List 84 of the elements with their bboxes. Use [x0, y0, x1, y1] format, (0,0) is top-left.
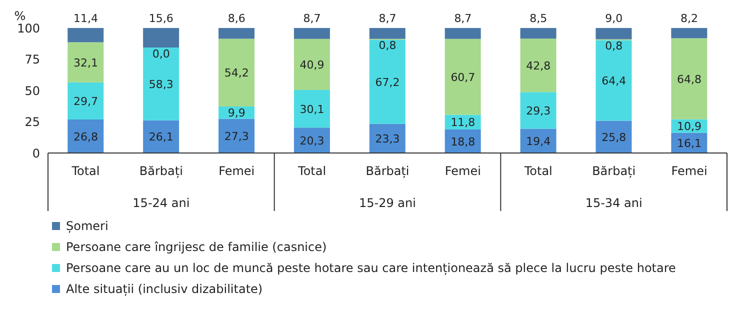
- x-tick-label: Bărbați: [139, 164, 183, 178]
- data-label: 23,3: [375, 132, 400, 146]
- data-label: 60,7: [450, 70, 476, 84]
- bar: [520, 28, 556, 39]
- y-tick-label: 75: [24, 52, 40, 67]
- data-label: 20,3: [300, 134, 324, 148]
- bar: [294, 38, 330, 90]
- data-label: 29,3: [526, 104, 551, 118]
- bar: [143, 28, 180, 48]
- data-label: 11,8: [450, 116, 476, 130]
- bar: [369, 124, 406, 153]
- x-tick-label: Femei: [671, 164, 708, 178]
- data-label: 0,8: [378, 38, 396, 52]
- legend-label: Persoane care au un loc de muncă peste hotare sau care intenționează să plece la lucru peste hotare: [66, 261, 676, 275]
- data-label: 27,3: [224, 130, 249, 143]
- x-tick-label: Femei: [444, 164, 481, 178]
- data-label: 0,0: [152, 48, 170, 60]
- data-label: 64,8: [677, 72, 702, 86]
- data-label: 10,9: [677, 120, 702, 134]
- bar: [671, 38, 708, 120]
- bar: [671, 28, 708, 38]
- bar: [369, 40, 406, 124]
- y-tick-label: 25: [24, 115, 40, 130]
- bar: [294, 90, 330, 128]
- x-tick-label: Femei: [218, 164, 255, 178]
- bar: [68, 42, 104, 82]
- data-label: 9,9: [228, 106, 246, 120]
- legend-label: Persoane care îngrijesc de familie (casnice): [66, 240, 327, 254]
- data-label: 8,2: [680, 12, 698, 25]
- bar: [218, 38, 255, 106]
- data-label: 11,4: [73, 12, 98, 25]
- bar: [520, 38, 556, 92]
- data-label: 58,3: [148, 78, 174, 91]
- x-tick-label: Bărbați: [592, 164, 636, 178]
- x-tick-label: Bărbați: [366, 164, 410, 178]
- data-label: 32,1: [73, 56, 98, 70]
- bar: [143, 48, 180, 120]
- y-axis-title: %: [14, 9, 26, 23]
- bar: [596, 40, 632, 121]
- bar: [596, 28, 632, 40]
- bar: [369, 28, 406, 39]
- y-tick-label: 50: [24, 84, 40, 98]
- bar: [444, 38, 481, 115]
- data-label: 8,7: [378, 12, 396, 25]
- y-tick-label: 100: [17, 21, 40, 36]
- x-tick-label: Total: [297, 164, 326, 178]
- x-tick-label: Total: [70, 164, 100, 178]
- text: 15-34 ani: [585, 196, 642, 210]
- bar: [68, 28, 104, 42]
- y-tick-label: 0: [32, 146, 40, 160]
- data-label: 26,8: [73, 130, 98, 144]
- bar: [294, 28, 330, 39]
- data-label: 8,5: [530, 12, 548, 25]
- data-label: 18,8: [450, 135, 476, 148]
- data-label: 29,7: [73, 94, 98, 108]
- bar: [218, 28, 255, 39]
- legend-label: Alte situații (inclusiv dizabilitate): [66, 282, 263, 296]
- bar: [218, 118, 255, 153]
- bar: [143, 120, 180, 153]
- bar: [520, 92, 556, 129]
- data-label: 16,1: [677, 136, 702, 150]
- data-label: 25,8: [602, 130, 626, 144]
- data-label: 64,4: [602, 74, 626, 88]
- data-label: 40,9: [300, 58, 324, 72]
- x-tick-label: Total: [523, 164, 552, 178]
- text: 15-29 ani: [359, 196, 416, 210]
- data-label: 30,1: [300, 102, 324, 116]
- data-label: 0,8: [605, 39, 623, 52]
- data-label: 19,4: [526, 134, 551, 148]
- data-label: 67,2: [375, 76, 400, 89]
- data-label: 42,8: [526, 59, 551, 72]
- data-label: 8,7: [303, 12, 321, 25]
- bar: [68, 82, 104, 120]
- data-label: 54,2: [224, 66, 249, 80]
- data-label: 26,1: [148, 130, 174, 144]
- text: 15-24 ani: [132, 196, 190, 210]
- bar: [68, 120, 104, 153]
- data-label: 9,0: [605, 12, 623, 25]
- legend-label: Șomeri: [66, 219, 108, 233]
- data-label: 15,6: [148, 12, 174, 25]
- bar: [596, 120, 632, 153]
- data-label: 8,7: [454, 12, 472, 25]
- bar: [444, 28, 481, 39]
- data-label: 8,6: [228, 12, 246, 25]
